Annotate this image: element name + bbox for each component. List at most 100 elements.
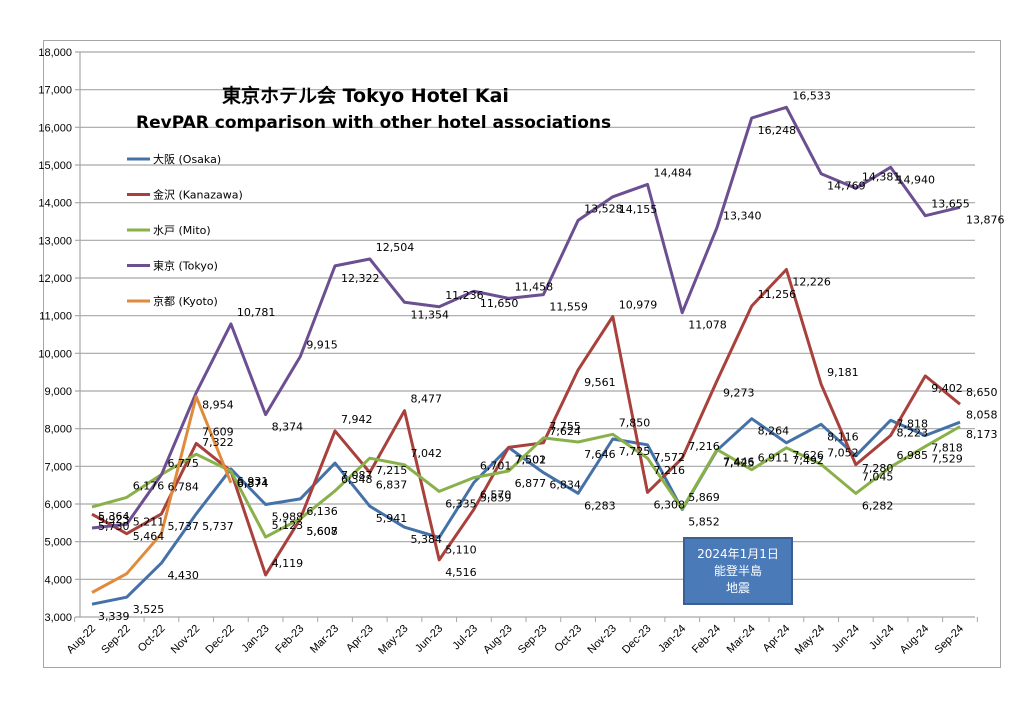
y-tick-label: 4,000: [44, 574, 72, 586]
data-label: 6,570: [480, 489, 512, 502]
x-tick-label: May-23: [376, 623, 410, 657]
data-label: 6,283: [584, 499, 616, 512]
data-label: 5,730: [98, 520, 130, 533]
data-label: 9,181: [827, 366, 859, 379]
annotation-line-date: 2024年1月1日: [697, 547, 779, 561]
data-label: 3,525: [133, 603, 165, 616]
data-label: 4,430: [167, 569, 199, 582]
x-tick-label: May-24: [793, 623, 827, 657]
data-label: 11,256: [758, 288, 797, 301]
data-label: 11,458: [515, 280, 554, 293]
x-tick-label: Sep-24: [933, 623, 967, 657]
data-label: 4,119: [272, 557, 304, 570]
data-label: 11,559: [549, 301, 588, 314]
x-tick-label: Nov-22: [169, 623, 203, 657]
data-label: 6,701: [480, 460, 512, 473]
data-label: 6,877: [515, 477, 547, 490]
y-tick-label: 12,000: [38, 273, 72, 285]
data-label: 6,282: [862, 499, 894, 512]
y-tick-label: 13,000: [38, 235, 72, 247]
data-label: 7,501: [515, 453, 547, 466]
x-tick-label: Dec-23: [620, 623, 654, 657]
x-tick-label: Jun-23: [413, 623, 445, 655]
data-label: 6,837: [376, 478, 408, 491]
y-tick-label: 16,000: [38, 122, 72, 134]
annotation-line-event: 地震: [725, 581, 750, 595]
data-label: 7,850: [619, 416, 651, 429]
data-label: 7,818: [931, 442, 963, 455]
data-label: 7,572: [654, 451, 686, 464]
data-label: 7,215: [376, 464, 408, 477]
series-line-2: [91, 425, 961, 539]
legend-entry: 金沢 (Kanazawa): [153, 188, 243, 202]
y-tick-label: 6,000: [44, 499, 72, 511]
x-tick-label: Aug-22: [65, 623, 99, 657]
y-tick-label: 10,000: [38, 348, 72, 360]
data-label: 12,226: [792, 275, 831, 288]
y-tick-label: 7,000: [44, 461, 72, 473]
data-label: 10,781: [237, 306, 276, 319]
x-tick-label: Mar-23: [308, 623, 341, 656]
data-label: 7,216: [654, 464, 686, 477]
chart-subtitle: RevPAR comparison with other hotel assoc…: [136, 113, 611, 133]
legend: 大阪 (Osaka) 金沢 (Kanazawa) 水戸 (Mito) 東京 (Toky…: [127, 152, 243, 308]
data-label: 13,876: [966, 213, 1005, 226]
data-label: 7,646: [584, 448, 616, 461]
x-tick-label: Aug-24: [898, 623, 932, 657]
data-label: 7,425: [723, 456, 755, 469]
annotation-line-place: 能登半島: [713, 564, 762, 578]
data-label: 5,941: [376, 512, 408, 525]
data-label: 6,874: [237, 477, 269, 490]
data-label: 13,340: [723, 210, 762, 223]
data-label: 14,155: [619, 203, 658, 216]
axes: 3,000 4,000 5,000 6,000 7,000 8,000 9,000 10,00…: [38, 47, 978, 657]
data-label: 8,223: [897, 426, 929, 439]
data-label: 6,335: [445, 497, 477, 510]
data-label: 6,308: [654, 498, 686, 511]
x-tick-label: Jan-24: [656, 623, 688, 655]
data-label: 13,655: [931, 198, 970, 211]
data-label: 7,052: [827, 446, 859, 459]
x-tick-label: Sep-22: [99, 623, 133, 657]
series-line-4: [91, 395, 233, 594]
data-label: 8,058: [966, 408, 998, 421]
data-label: 6,874: [237, 477, 269, 490]
data-label: 6,775: [167, 457, 199, 470]
data-label: 5,737: [202, 520, 234, 533]
data-label: 3,339: [98, 610, 130, 623]
x-tick-label: Dec-22: [203, 623, 237, 657]
data-label: 14,381: [862, 170, 901, 183]
data-label: 7,280: [862, 462, 894, 475]
data-label: 8,650: [966, 386, 998, 399]
data-label: 7,502: [515, 453, 547, 466]
legend-entry: 大阪 (Osaka): [153, 152, 221, 166]
data-label: 12,322: [341, 272, 380, 285]
y-tick-label: 8,000: [44, 424, 72, 436]
legend-entry: 京都 (Kyoto): [153, 294, 218, 308]
chart-title: 東京ホテル会 Tokyo Hotel Kai: [222, 84, 509, 107]
chart-frame: [43, 40, 1001, 668]
data-label: 5,608: [306, 525, 338, 538]
data-label: 11,650: [480, 297, 519, 310]
data-label: 6,348: [341, 473, 373, 486]
data-label: 7,042: [410, 447, 442, 460]
data-label: 7,045: [862, 471, 894, 484]
data-label: 5,364: [98, 510, 130, 523]
x-tick-label: Aug-23: [481, 623, 515, 657]
data-label: 14,484: [654, 166, 693, 179]
data-label: 7,216: [688, 440, 720, 453]
data-label: 6,176: [133, 479, 165, 492]
data-label: 5,464: [133, 530, 165, 543]
x-tick-label: Jun-24: [830, 623, 862, 655]
data-label: 7,492: [792, 454, 824, 467]
data-label: 11,078: [688, 319, 727, 332]
y-tick-label: 9,000: [44, 386, 72, 398]
data-label: 14,769: [827, 180, 866, 193]
x-tick-label: Mar-24: [725, 623, 758, 656]
data-label: 7,087: [341, 469, 373, 482]
data-label: 10,979: [619, 298, 658, 311]
y-tick-label: 11,000: [39, 311, 72, 323]
data-label: 14,940: [897, 173, 936, 186]
